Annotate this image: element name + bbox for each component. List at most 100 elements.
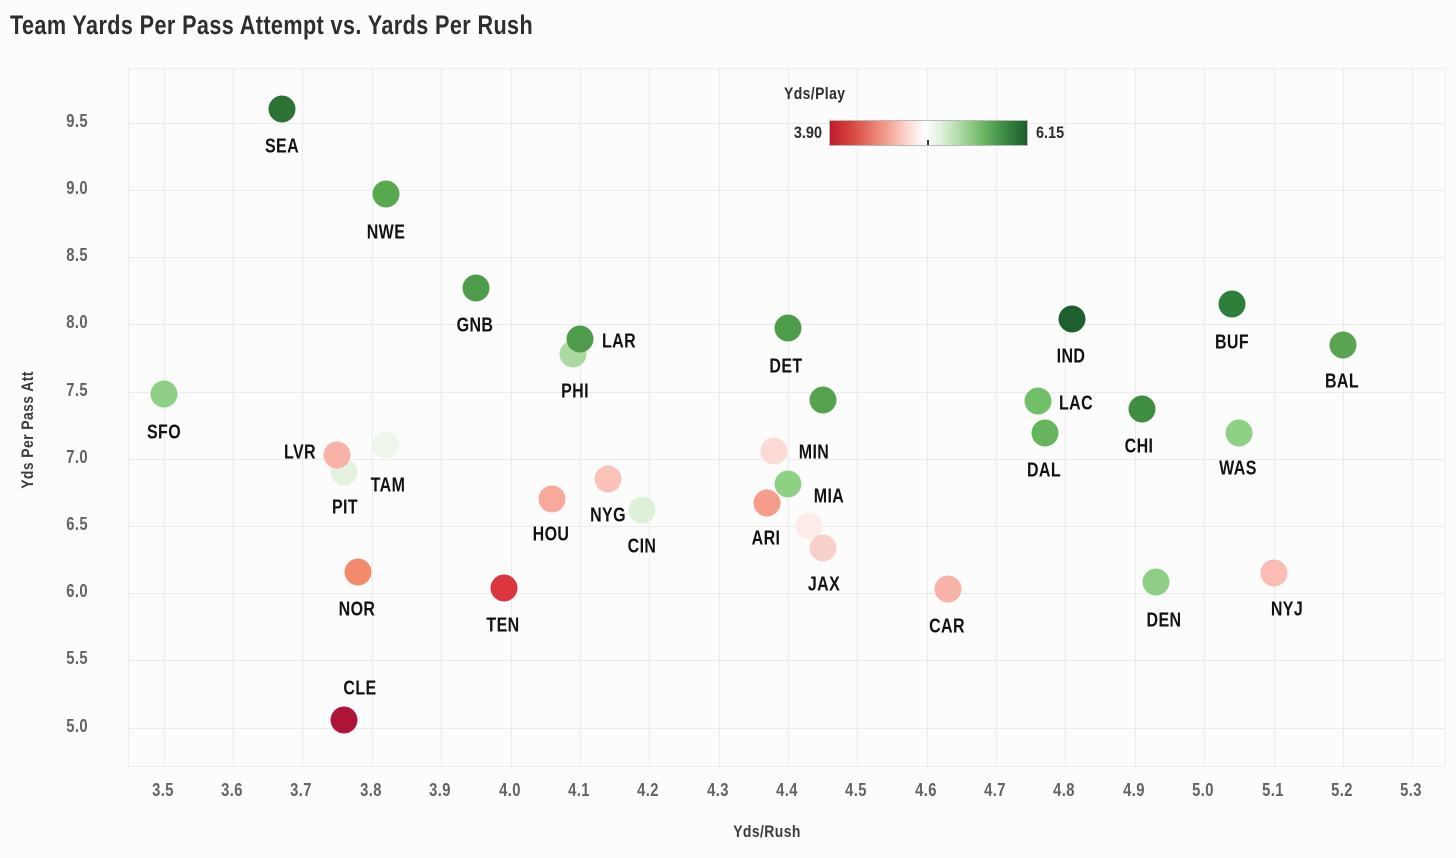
y-tick-label: 6.5 [66,514,88,535]
data-point-ind[interactable] [1058,305,1086,333]
data-point-buf[interactable] [1218,290,1246,318]
data-point-cin[interactable] [628,496,656,524]
y-gridline [129,526,1445,528]
colorbar-min-label: 3.90 [793,123,822,142]
data-point-sfo[interactable] [150,380,178,408]
x-tick-label: 3.7 [290,780,313,800]
point-label-pit: PIT [331,496,359,519]
data-point-tam[interactable] [372,431,400,459]
y-gridline [129,727,1445,729]
data-point-ten[interactable] [490,574,518,602]
point-label-phi: PHI [561,380,589,403]
data-point-nyj[interactable] [1260,559,1288,587]
x-tick-label: 4.7 [984,780,1006,800]
y-gridline [129,391,1445,393]
data-point-ari[interactable] [753,489,781,517]
data-point-jax[interactable] [809,534,837,562]
x-gridline [371,69,373,766]
point-label-nyj: NYJ [1270,598,1303,621]
data-point-bal[interactable] [1329,331,1357,359]
x-gridline [996,69,998,766]
x-gridline [1065,69,1067,766]
point-label-nyg: NYG [589,504,626,527]
data-point-nor[interactable] [344,558,372,586]
point-label-cle: CLE [343,677,377,700]
x-gridline [926,69,928,766]
data-point-den[interactable] [1142,568,1170,596]
x-tick-label: 3.5 [151,780,174,800]
point-label-min: MIN [798,441,830,464]
data-point-sea[interactable] [268,95,296,123]
x-tick-label: 3.8 [359,780,382,800]
data-point-lvr[interactable] [323,441,351,469]
data-point-car[interactable] [934,575,962,603]
x-gridline [510,69,512,766]
point-label-was: WAS [1219,457,1257,480]
data-point-lac[interactable] [1024,387,1052,415]
point-label-nor: NOR [338,598,376,621]
data-point-nyg[interactable] [594,465,622,493]
colorbar-title: Yds/Play [784,84,846,103]
point-label-cin: CIN [627,535,657,558]
y-tick-label: 6.0 [66,581,88,602]
data-point-det[interactable] [774,314,802,342]
data-point-dal[interactable] [1031,419,1059,447]
x-tick-label: 3.6 [221,780,243,800]
data-point-lar[interactable] [566,325,594,353]
y-tick-label: 7.5 [66,379,88,400]
point-label-lvr: LVR [284,441,317,464]
x-gridline [233,69,235,766]
x-gridline [1273,69,1275,766]
x-tick-label: 5.1 [1261,780,1284,800]
y-gridline [129,122,1445,124]
point-label-tam: TAM [370,474,405,497]
x-tick-label: 4.3 [706,780,729,800]
point-label-lar: LAR [601,330,636,353]
x-tick-label: 4.1 [568,780,590,800]
y-gridline [129,660,1445,662]
x-tick-label: 3.9 [429,780,452,800]
y-tick-label: 9.0 [66,177,88,198]
x-tick-label: 5.2 [1331,780,1353,800]
y-tick-label: 8.0 [66,312,88,333]
plot-area: SEA NWE GNB PHI LAR DET IND BUF BAL SFO TAM PIT LVR M… [128,68,1446,767]
point-label-car: CAR [928,615,965,638]
data-point-mia[interactable] [774,470,802,498]
x-gridline [649,69,651,766]
point-label-chi: CHI [1124,435,1154,458]
x-gridline [857,69,859,766]
point-label-jax: JAX [807,573,840,596]
data-point-was[interactable] [1225,419,1253,447]
y-gridline [129,189,1445,191]
x-tick-label: 4.6 [914,780,937,800]
y-tick-label: 5.5 [66,648,88,669]
data-point-min[interactable] [760,437,788,465]
point-label-sfo: SFO [146,421,181,444]
x-gridline [1412,69,1414,766]
point-label-det: DET [769,355,803,378]
y-gridline [129,257,1445,259]
point-label-mia: MIA [813,485,845,508]
y-tick-label: 7.0 [66,446,88,467]
x-axis-title: Yds/Rush [733,822,801,841]
colorbar-median-tick [927,140,929,145]
point-label-nwe: NWE [366,221,405,244]
data-point-gnb[interactable] [462,274,490,302]
x-tick-label: 4.4 [776,780,798,800]
data-point-nwe[interactable] [372,180,400,208]
y-tick-label: 5.0 [66,715,88,736]
point-label-ind: IND [1057,345,1086,368]
point-label-sea: SEA [264,135,299,158]
x-gridline [163,69,165,766]
data-point-cle[interactable] [330,706,358,734]
point-label-buf: BUF [1214,331,1249,354]
data-point-chi[interactable] [1128,395,1156,423]
data-point[interactable] [809,386,837,414]
x-tick-label: 4.9 [1122,780,1145,800]
colorbar-max-label: 6.15 [1036,123,1065,142]
x-gridline [302,69,304,766]
data-point-hou[interactable] [538,485,566,513]
chart-title: Team Yards Per Pass Attempt vs. Yards Pe… [10,10,534,40]
x-tick-label: 4.8 [1053,780,1076,800]
